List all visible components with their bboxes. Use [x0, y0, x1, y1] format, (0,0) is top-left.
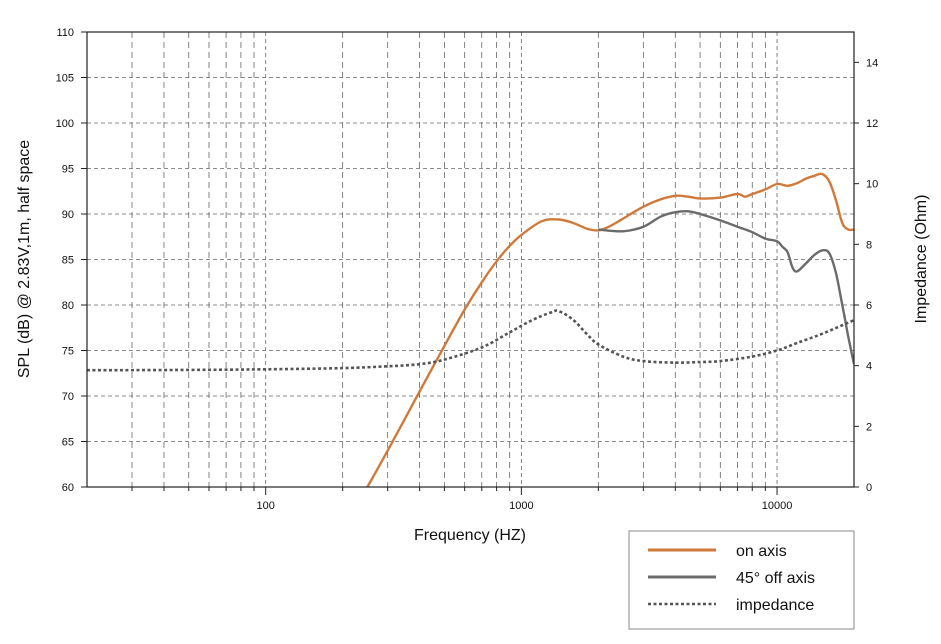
y2-tick-label: 2 [866, 421, 872, 433]
y-tick-label: 110 [56, 27, 74, 39]
y-tick-label: 75 [62, 346, 74, 358]
y-tick-label: 100 [56, 118, 74, 130]
x-axis-label: Frequency (HZ) [414, 527, 526, 544]
series-line-on-axis [366, 172, 854, 487]
y2-axis-label: Impedance (Ohm) [913, 195, 930, 324]
y-tick-label: 65 [62, 437, 74, 449]
y2-tick-label: 6 [866, 300, 872, 312]
y2-tick-label: 12 [866, 118, 878, 130]
y-axis-label: SPL (dB) @ 2.83V,1m, half space [16, 140, 33, 378]
legend-label-off-axis-45: 45° off axis [736, 570, 815, 587]
legend: on axis 45° off axis impedance [628, 530, 855, 630]
legend-label-impedance: impedance [736, 597, 814, 614]
y-tick-label: 70 [62, 391, 74, 403]
series-line-off-axis-45 [598, 209, 854, 365]
y-tick-label: 85 [62, 255, 74, 267]
x-tick-label: 1000 [509, 500, 533, 512]
y-tick-label: 80 [62, 300, 74, 312]
y-tick-label: 90 [62, 209, 74, 221]
y-tick-label: 95 [62, 164, 74, 176]
series-layer [87, 172, 854, 487]
y2-tick-label: 8 [866, 239, 872, 251]
legend-label-on-axis: on axis [736, 543, 787, 560]
y2-tick-label: 4 [866, 361, 872, 373]
y2-tick-label: 10 [866, 179, 878, 191]
grid-lines [87, 32, 854, 487]
y-tick-label: 60 [62, 482, 74, 494]
y2-tick-label: 14 [866, 57, 878, 69]
y-tick-label: 105 [56, 73, 74, 85]
series-line-impedance [87, 309, 854, 372]
legend-box [628, 530, 855, 630]
y2-tick-label: 0 [866, 482, 872, 494]
x-tick-label: 10000 [762, 500, 793, 512]
tick-marks: 60 65 70 75 80 85 90 95 100 105 110 0 2 4 6 8 10 12 14 100 1… [56, 27, 879, 512]
x-tick-label: 100 [257, 500, 275, 512]
